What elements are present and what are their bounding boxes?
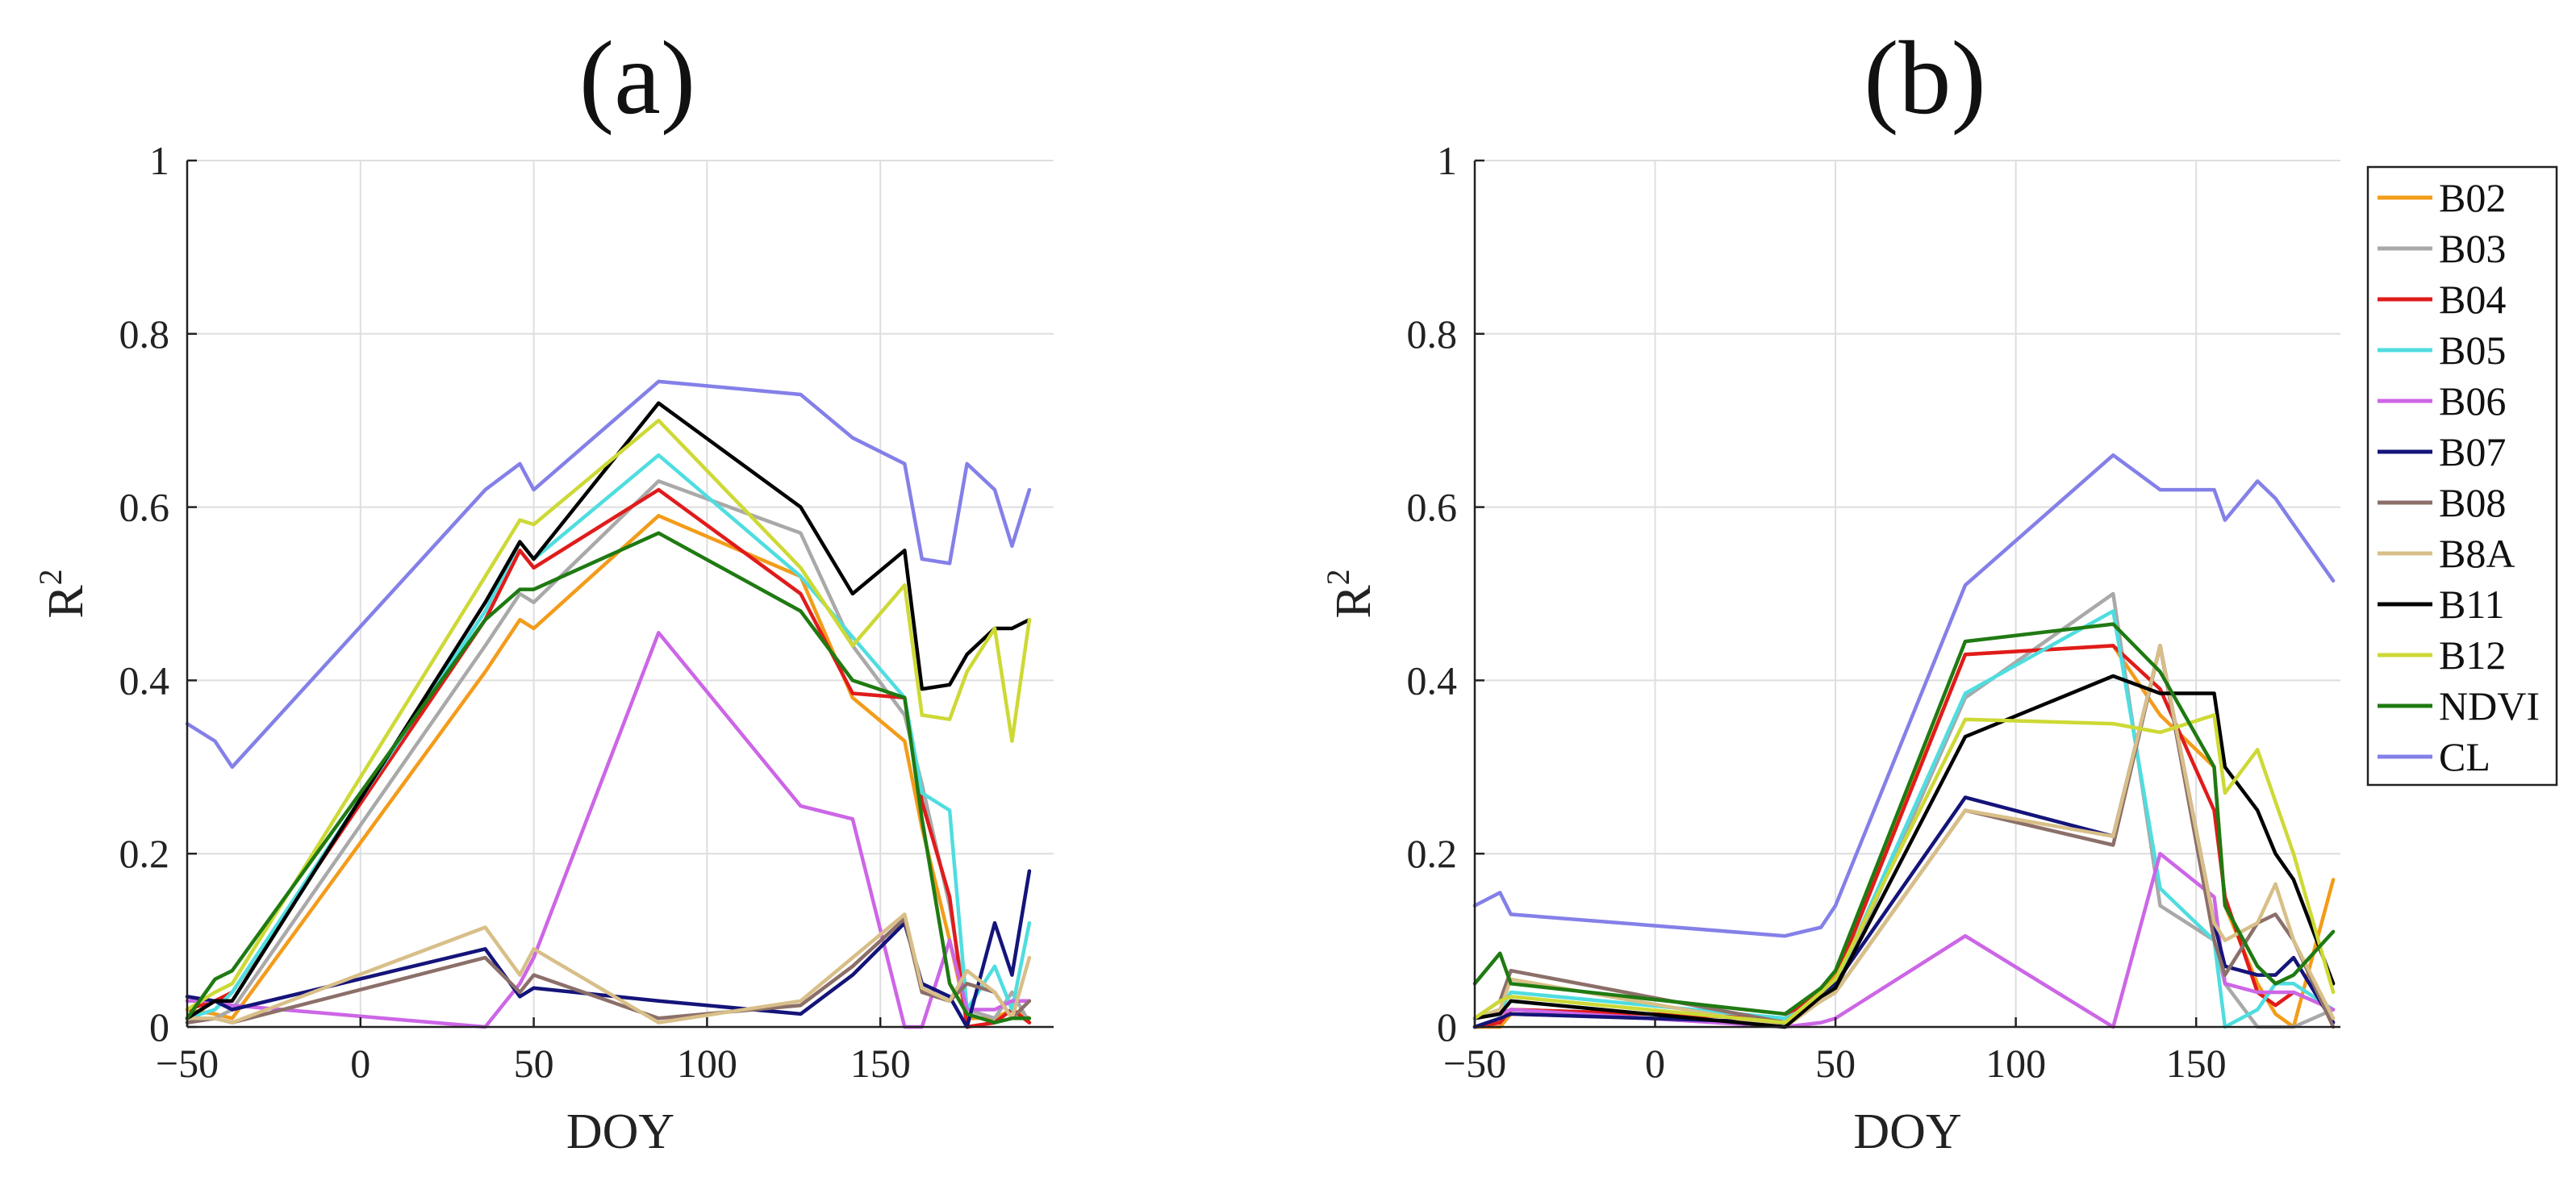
panel-a-series-b08	[185, 916, 1032, 1025]
panel-b-xtick-label: −50	[1443, 1041, 1506, 1086]
legend-label-b11: B11	[2439, 582, 2505, 627]
panel-b-xtick-label: 150	[2166, 1041, 2227, 1086]
panel-a-xtick-label: 0	[350, 1041, 370, 1086]
panel-a-ylabel-superscript: 2	[32, 569, 69, 585]
panel-a-series-b12	[185, 418, 1032, 1012]
panel-a-xtick-label: 150	[850, 1041, 911, 1086]
panel-a-series-b05	[185, 453, 1032, 1020]
panel-a-ytick-label: 1	[149, 138, 169, 183]
panel-b-ytick-label: 0.6	[1407, 485, 1458, 530]
legend-label-cl: CL	[2439, 734, 2490, 779]
panel-a-series	[185, 379, 1032, 1029]
panel-a-series-b06	[185, 631, 1032, 1029]
panel-b-series-b08	[1472, 644, 2336, 1029]
panel-a-ytick-label: 0.4	[119, 657, 170, 703]
legend-label-b04: B04	[2439, 277, 2506, 322]
legend: B02 B03 B04 B05 B06 B07 B08 B8A B11 B12 NDVI CL	[2366, 165, 2558, 787]
panel-a-xtick-label: −50	[156, 1041, 219, 1086]
panel-a-series-b07	[185, 869, 1032, 1029]
legend-box	[2366, 165, 2558, 787]
panel-b-ytick-label: 0	[1437, 1004, 1457, 1050]
legend-label-ndvi: NDVI	[2439, 683, 2540, 728]
panel-b-title: (b)	[1864, 20, 1986, 136]
panel-b-ylabel-base: R	[1326, 585, 1381, 619]
panel-a-series-ndvi	[185, 531, 1032, 1025]
panel-a-grid	[187, 160, 1054, 1027]
panel-b-xtick-label: 50	[1815, 1041, 1856, 1086]
panel-b-series-b12	[1472, 713, 2336, 1025]
panel-b-xtick-label: 100	[1985, 1041, 2046, 1086]
panel-a: 00.20.40.60.81−50 0 50 100 150 (a) DOY R2	[32, 20, 1054, 1159]
legend-label-b07: B07	[2439, 429, 2506, 474]
panel-b-series-b04	[1472, 644, 2336, 1029]
panel-b-xlabel: DOY	[1853, 1104, 1961, 1159]
panel-b-series-b05	[1472, 609, 2336, 1029]
panel-b-axes: 00.20.40.60.81−50 0 50 100 150	[1407, 138, 2340, 1086]
panel-b-xtick-label: 0	[1645, 1041, 1665, 1086]
panel-b: 00.20.40.60.81−50 0 50 100 150 (b) DOY R2	[1320, 20, 2340, 1159]
panel-b-ytick-label: 0.4	[1407, 657, 1458, 703]
panel-a-ytick-label: 0.6	[119, 485, 170, 530]
panel-a-series-b8a	[185, 912, 1032, 1025]
panel-a-ytick-label: 0	[149, 1004, 169, 1050]
panel-a-series-b04	[185, 487, 1032, 1029]
legend-label-b12: B12	[2439, 632, 2506, 678]
panel-a-series-cl	[185, 379, 1032, 770]
legend-label-b08: B08	[2439, 480, 2506, 525]
panel-a-series-b03	[185, 479, 1032, 1025]
legend-label-b06: B06	[2439, 378, 2506, 424]
panel-b-ytick-label: 0.8	[1407, 311, 1458, 357]
legend-label-b02: B02	[2439, 175, 2506, 220]
panel-b-ytick-label: 1	[1437, 138, 1457, 183]
panel-a-ylabel: R2	[32, 569, 94, 618]
panel-a-xlabel: DOY	[566, 1104, 674, 1159]
panel-b-series-cl	[1472, 453, 2336, 938]
panel-a-xtick-label: 50	[514, 1041, 554, 1086]
panel-b-series	[1472, 453, 2336, 1029]
panel-a-ytick-label: 0.8	[119, 311, 170, 357]
panel-b-ytick-label: 0.2	[1407, 831, 1458, 876]
legend-label-b03: B03	[2439, 226, 2506, 271]
panel-b-ylabel: R2	[1320, 569, 1381, 618]
panel-a-axes: 00.20.40.60.81−50 0 50 100 150	[119, 138, 1054, 1086]
panel-a-ytick-label: 0.2	[119, 831, 170, 876]
legend-label-b05: B05	[2439, 328, 2506, 373]
legend-label-b8a: B8A	[2439, 531, 2515, 576]
panel-b-series-ndvi	[1472, 622, 2336, 1016]
panel-a-xtick-label: 100	[677, 1041, 737, 1086]
panel-a-title: (a)	[579, 20, 695, 136]
panel-a-series-b11	[185, 401, 1032, 1020]
panel-b-ylabel-superscript: 2	[1320, 569, 1356, 585]
panel-b-series-b11	[1472, 674, 2336, 1029]
panel-a-ylabel-base: R	[39, 585, 94, 619]
